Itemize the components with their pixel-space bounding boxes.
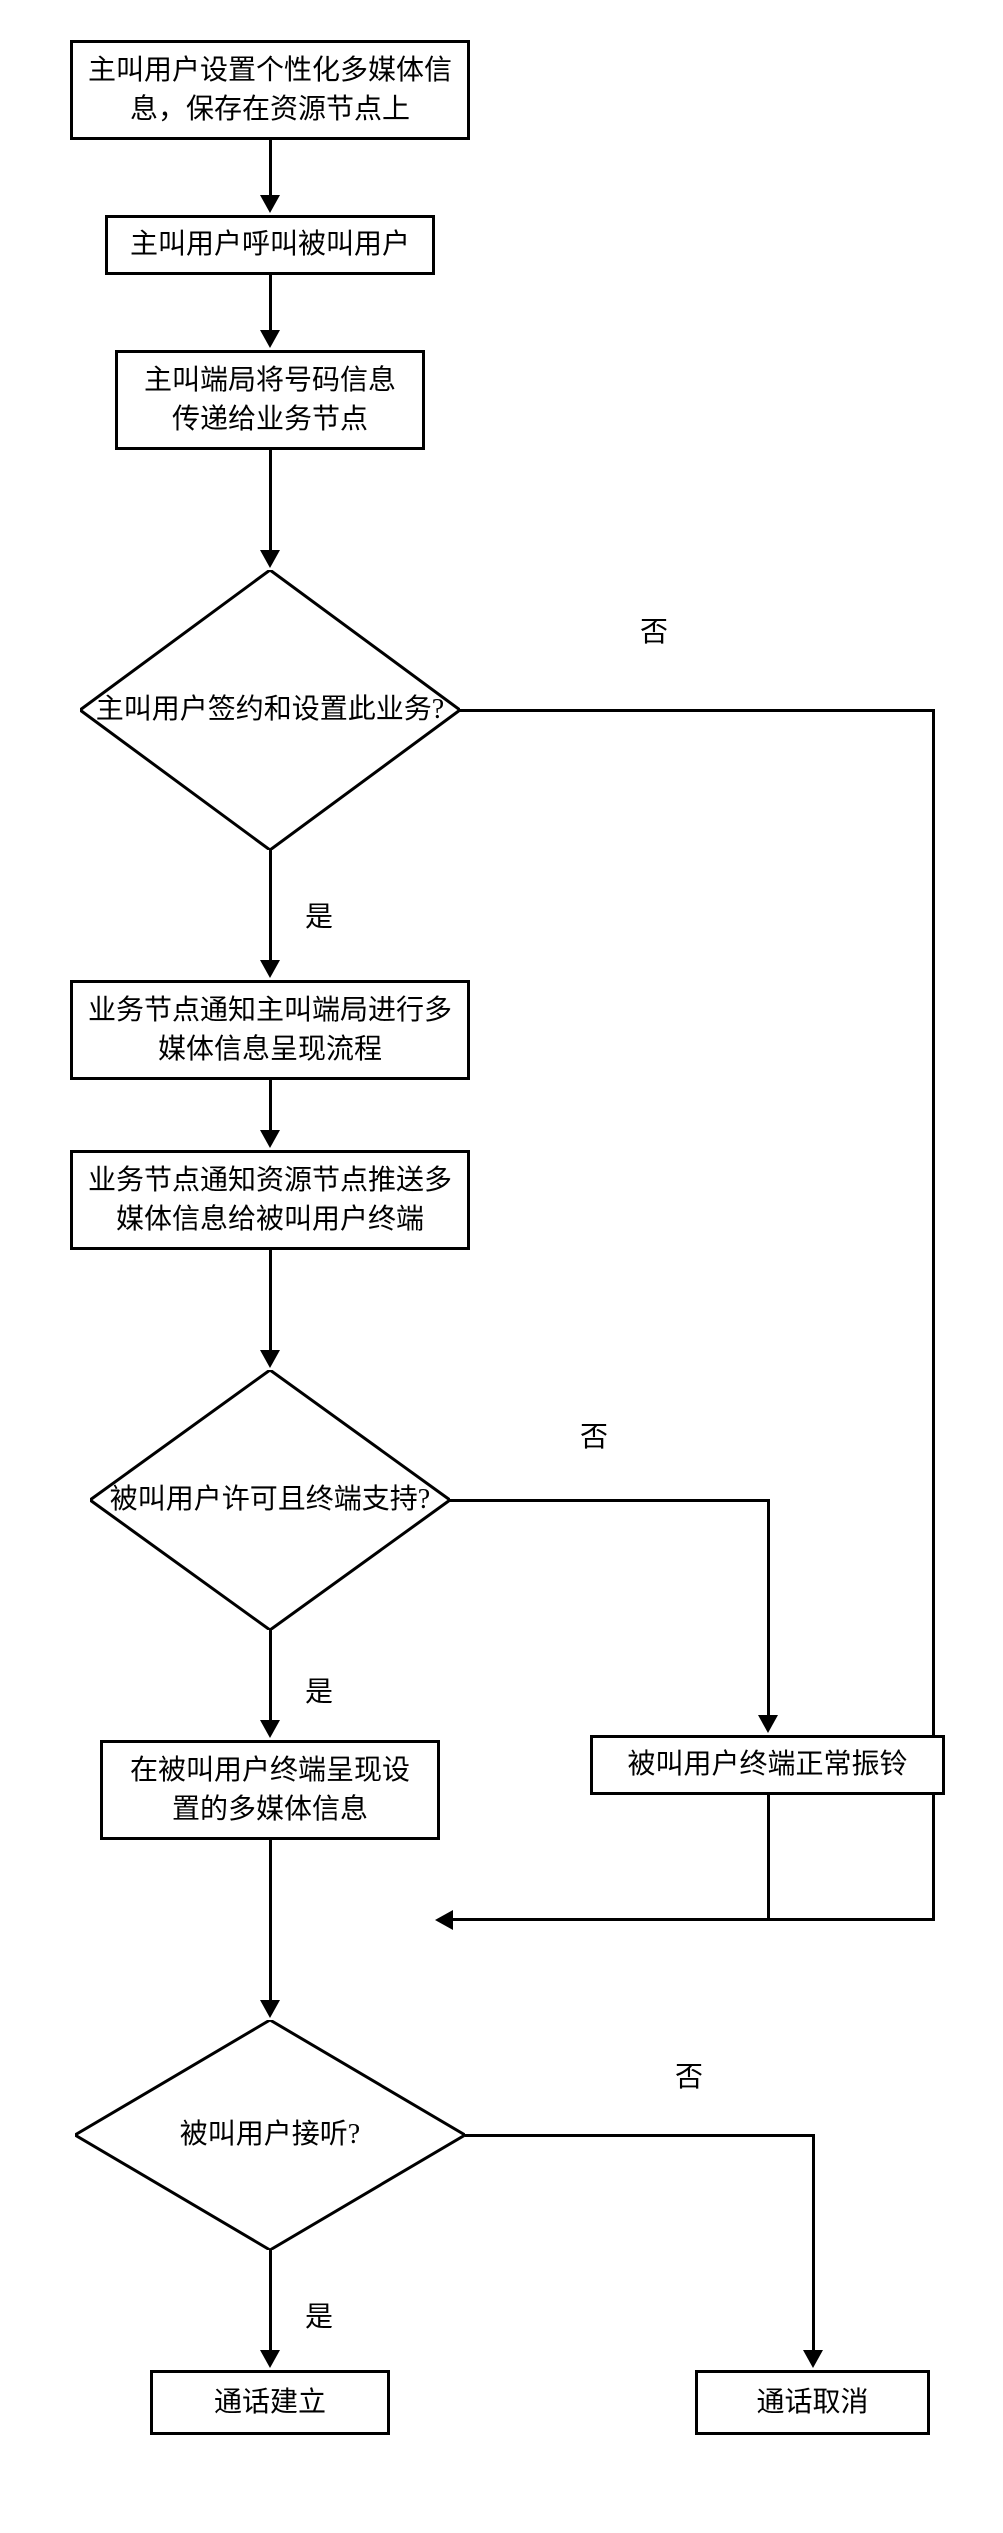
arrow-head [260, 960, 280, 978]
label-yes-1: 是 [305, 895, 333, 935]
arrow-head [260, 1720, 280, 1738]
process-box-2: 主叫用户呼叫被叫用户 [105, 215, 435, 275]
box8-text: 通话建立 [214, 2383, 326, 2422]
process-box-3: 主叫端局将号码信息传递给业务节点 [115, 350, 425, 450]
label-no-3: 否 [675, 2055, 703, 2095]
decision-diamond-1: 主叫用户签约和设置此业务? [80, 570, 460, 850]
box6-text: 在被叫用户终端呈现设置的多媒体信息 [118, 1751, 422, 1829]
arrow-line [269, 275, 272, 335]
arrow-line [269, 850, 272, 965]
arrow-line [460, 709, 935, 712]
arrow-line [450, 1499, 770, 1502]
diamond1-text: 主叫用户签约和设置此业务? [96, 694, 444, 725]
arrow-line [767, 1499, 770, 1720]
box2-text: 主叫用户呼叫被叫用户 [130, 225, 410, 264]
box4-text: 业务节点通知主叫端局进行多媒体信息呈现流程 [88, 991, 452, 1069]
box9-text: 通话取消 [756, 2383, 868, 2422]
box5-text: 业务节点通知资源节点推送多媒体信息给被叫用户终端 [88, 1161, 452, 1239]
process-box-8: 通话建立 [150, 2370, 390, 2435]
arrow-line [450, 1918, 935, 1921]
decision-diamond-2: 被叫用户许可且终端支持? [90, 1370, 450, 1630]
arrow-head [260, 1350, 280, 1368]
arrow-head [260, 550, 280, 568]
label-yes-3: 是 [305, 2295, 333, 2335]
label-no-1: 否 [640, 610, 668, 650]
box3-text: 主叫端局将号码信息传递给业务节点 [133, 361, 407, 439]
arrow-line [269, 1080, 272, 1135]
arrow-line [269, 1840, 272, 2005]
arrow-head [260, 195, 280, 213]
arrow-line [812, 2134, 815, 2355]
process-box-4: 业务节点通知主叫端局进行多媒体信息呈现流程 [70, 980, 470, 1080]
arrow-head [260, 1130, 280, 1148]
arrow-head [260, 2350, 280, 2368]
arrow-line [269, 450, 272, 555]
arrow-line [269, 1630, 272, 1725]
arrow-line [465, 2134, 815, 2137]
diamond3-text: 被叫用户接听? [180, 2119, 360, 2150]
process-box-5: 业务节点通知资源节点推送多媒体信息给被叫用户终端 [70, 1150, 470, 1250]
flowchart-container: 主叫用户设置个性化多媒体信息，保存在资源节点上 主叫用户呼叫被叫用户 主叫端局将… [20, 20, 1003, 2513]
process-box-9: 通话取消 [695, 2370, 930, 2435]
label-no-2: 否 [580, 1415, 608, 1455]
arrow-head [803, 2350, 823, 2368]
process-box-6: 在被叫用户终端呈现设置的多媒体信息 [100, 1740, 440, 1840]
process-box-7: 被叫用户终端正常振铃 [590, 1735, 945, 1795]
arrow-line [269, 2250, 272, 2355]
label-yes-2: 是 [305, 1670, 333, 1710]
arrow-head [260, 2000, 280, 2018]
arrow-head [260, 330, 280, 348]
process-box-1: 主叫用户设置个性化多媒体信息，保存在资源节点上 [70, 40, 470, 140]
diamond2-text: 被叫用户许可且终端支持? [110, 1484, 430, 1515]
arrow-head [758, 1715, 778, 1733]
arrow-line [767, 1795, 770, 1921]
box1-text: 主叫用户设置个性化多媒体信息，保存在资源节点上 [88, 51, 452, 129]
box7-text: 被叫用户终端正常振铃 [627, 1745, 907, 1784]
arrow-head [435, 1910, 453, 1930]
decision-diamond-3: 被叫用户接听? [75, 2020, 465, 2250]
arrow-line [269, 140, 272, 200]
arrow-line [269, 1250, 272, 1355]
